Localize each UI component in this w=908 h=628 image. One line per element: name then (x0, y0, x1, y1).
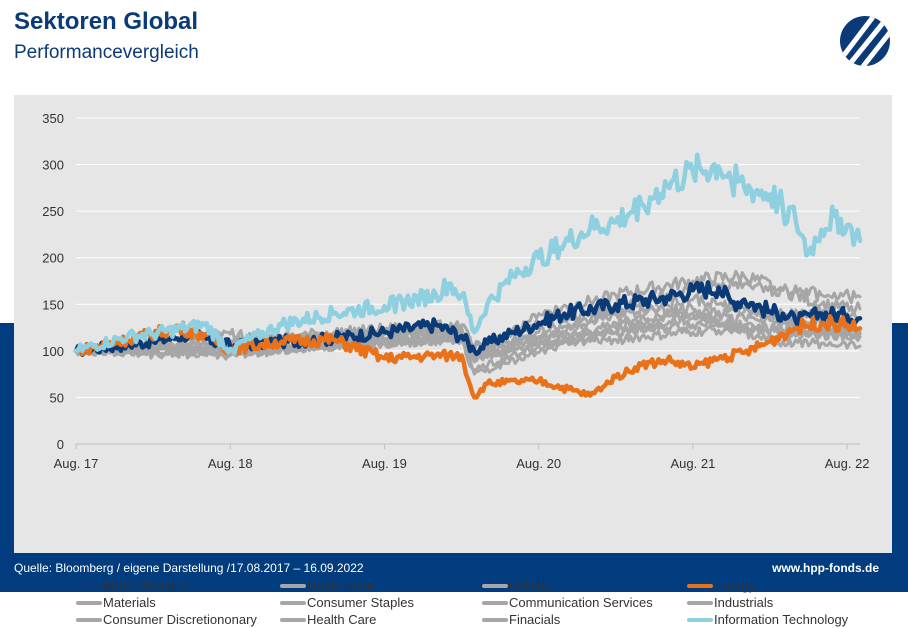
hpp-logo-icon (840, 16, 890, 66)
legend-swatch (280, 601, 306, 605)
y-tick-label: 250 (42, 204, 64, 219)
x-tick-label: Aug. 22 (825, 456, 870, 471)
legend-swatch (482, 618, 508, 622)
legend-swatch (687, 618, 713, 622)
legend-swatch (687, 601, 713, 605)
legend-label: Finacials (509, 612, 561, 627)
legend-label: Consumer Staples (307, 595, 414, 610)
legend-label: Materials (103, 595, 156, 610)
page-title: Sektoren Global (14, 8, 199, 35)
legend-label: Industrials (714, 595, 774, 610)
website-link[interactable]: www.hpp-fonds.de (772, 561, 879, 575)
legend-label: Consumer Discretiononary (103, 612, 257, 627)
legend-label: Real Estate (307, 578, 375, 593)
legend-swatch (76, 584, 102, 588)
y-tick-label: 200 (42, 251, 64, 266)
legend-swatch (482, 601, 508, 605)
performance-chart: 0 50 100 150 200 250 300 350 Aug. 17 Aug. 18 Aug. … (42, 111, 870, 471)
legend-label: Energy (714, 578, 756, 593)
source-note: Quelle: Bloomberg / eigene Darstellung /… (14, 561, 364, 575)
legend-swatch (687, 584, 713, 588)
series-line-finacials (74, 303, 862, 376)
y-tick-label: 50 (50, 390, 64, 405)
series-line-utilities (74, 311, 862, 356)
legend-swatch (76, 618, 102, 622)
x-tick-label: Aug. 19 (362, 456, 407, 471)
x-tick-label: Aug. 18 (208, 456, 253, 471)
page-subtitle: Performancevergleich (14, 42, 199, 63)
x-tick-label: Aug. 20 (516, 456, 561, 471)
x-tick-label: Aug. 21 (671, 456, 716, 471)
x-tick-label: Aug. 17 (54, 456, 99, 471)
chart-panel: 0 50 100 150 200 250 300 350 Aug. 17 Aug. 18 Aug. … (14, 95, 892, 627)
legend-label: Health Care (307, 612, 377, 627)
series-line-information-technology (73, 152, 863, 355)
legend-label: Utilities (509, 578, 551, 593)
y-tick-label: 300 (42, 158, 64, 173)
y-tick-label: 100 (42, 344, 64, 359)
legend-label: MSCI WORLD (103, 578, 188, 593)
y-tick-label: 150 (42, 297, 64, 312)
legend-swatch (76, 601, 102, 605)
y-tick-label: 0 (57, 437, 64, 452)
legend-swatch (280, 584, 306, 588)
legend-swatch (482, 584, 508, 588)
series-line-energy (73, 314, 863, 400)
legend-label: Information Technology (714, 612, 849, 627)
series-line-msci-world (73, 280, 863, 358)
y-tick-label: 350 (42, 111, 64, 126)
legend-label: Communication Services (509, 595, 653, 610)
legend-swatch (280, 618, 306, 622)
